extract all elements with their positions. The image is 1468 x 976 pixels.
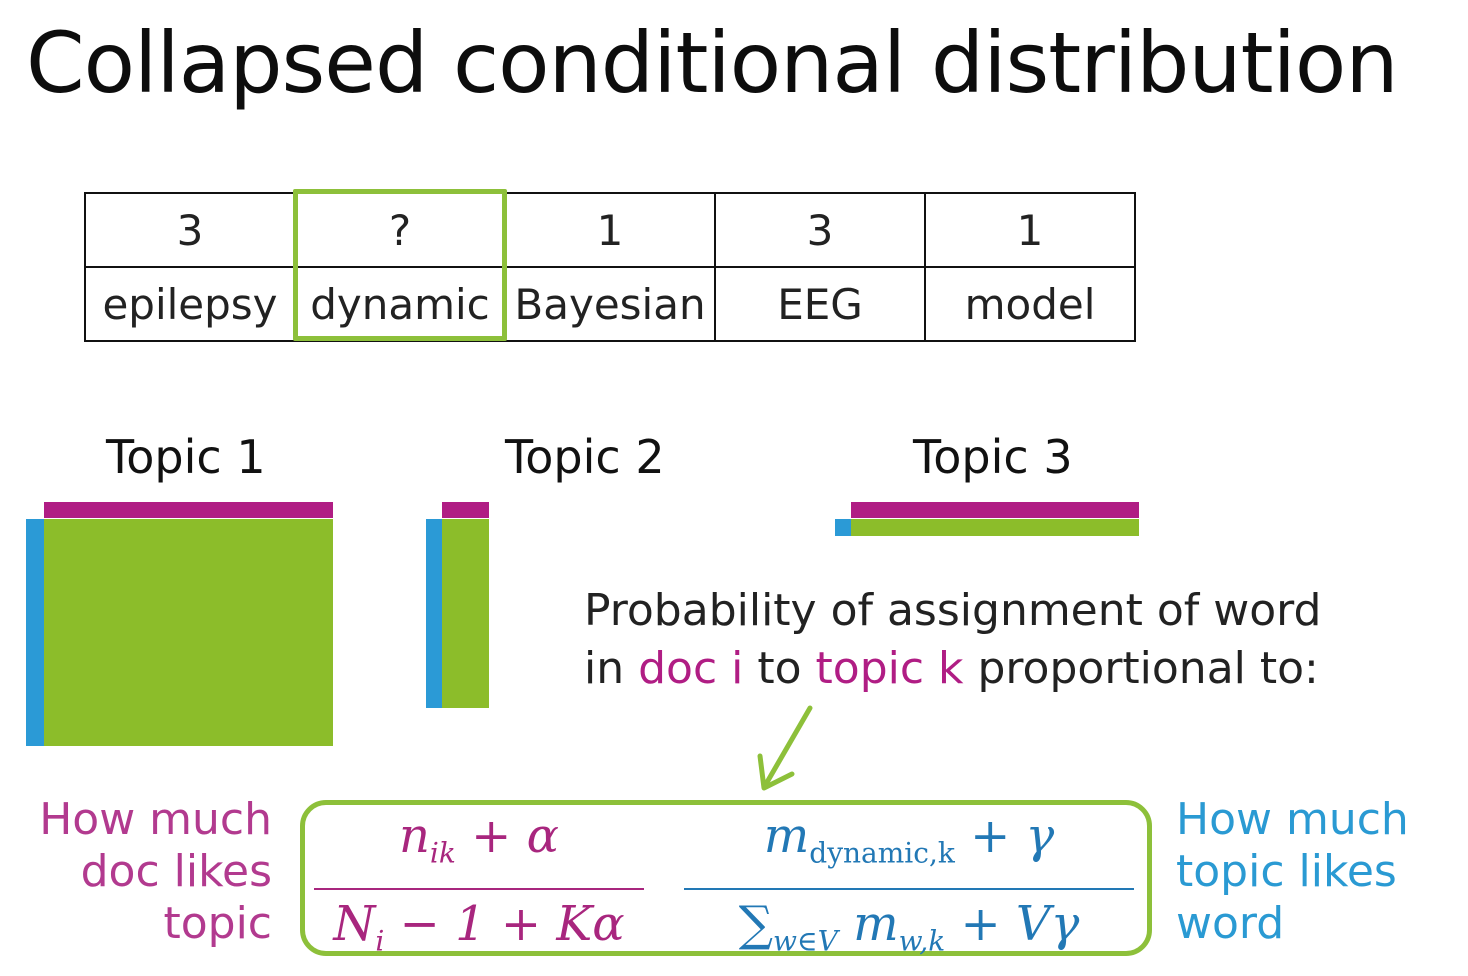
topic-likes-word-label: How much topic likes word (1176, 794, 1456, 950)
topic-word-denominator: ∑w∈V mw,k + Vγ (684, 894, 1134, 972)
probability-description: Probability of assignment of word in doc… (584, 582, 1321, 698)
topic-3-doc-bar (851, 502, 1139, 518)
line2-prefix: in (584, 643, 639, 694)
probability-line-2: in doc i to topic k proportional to: (584, 640, 1321, 698)
topic-3-word-bar (835, 519, 851, 536)
left-label-line: topic (163, 898, 272, 949)
subscript: w∈V (772, 924, 838, 958)
sum-symbol: ∑ (738, 895, 773, 952)
word-row: epilepsy dynamic Bayesian EEG model (84, 266, 1136, 342)
subscript: i (375, 924, 385, 958)
doc-topic-fraction: nik + α Ni − 1 + Kα (314, 806, 644, 971)
doc-topic-numerator: nik + α (314, 806, 644, 884)
assignment-cell: 3 (84, 192, 296, 268)
topic-k-text: topic k (815, 643, 964, 694)
topic-1-label: Topic 1 (106, 430, 266, 484)
subscript: w,k (898, 924, 946, 958)
word-cell: EEG (714, 266, 926, 342)
word-cell: Bayesian (504, 266, 716, 342)
topic-3-product-area (851, 519, 1139, 536)
topic-1-doc-bar (44, 502, 333, 518)
topic-2-product-area (442, 519, 489, 708)
assignment-cell: 1 (924, 192, 1136, 268)
left-label-line: How much (39, 794, 272, 845)
topic-2-word-bar (426, 519, 442, 708)
current-word-highlight (293, 189, 507, 341)
probability-line-1: Probability of assignment of word (584, 585, 1322, 636)
left-label-line: doc likes (80, 846, 272, 897)
assignment-row: 3 ? 1 3 1 (84, 192, 1136, 268)
formula-box (300, 800, 1152, 956)
topic-word-numerator: mdynamic,k + γ (684, 806, 1134, 884)
word-cell: epilepsy (84, 266, 296, 342)
word-cell: model (924, 266, 1136, 342)
fraction-bar (314, 887, 644, 890)
topic-1-word-bar (26, 519, 44, 746)
right-label-line: How much (1176, 794, 1409, 845)
topic-word-fraction: mdynamic,k + γ ∑w∈V mw,k + Vγ (684, 806, 1134, 971)
slide-title: Collapsed conditional distribution (26, 14, 1399, 112)
var: n (399, 808, 430, 864)
fraction-bar (684, 887, 1134, 890)
topic-3-label: Topic 3 (913, 430, 1073, 484)
line2-mid: to (743, 643, 816, 694)
topic-1-product-area (44, 519, 333, 746)
assignment-cell-unknown: ? (294, 192, 506, 268)
doc-i-text: doc i (638, 643, 744, 694)
var: m (837, 895, 899, 952)
term: + α (455, 808, 559, 864)
topic-2-label: Topic 2 (505, 430, 665, 484)
line2-suffix: proportional to: (963, 643, 1319, 694)
subscript: ik (429, 836, 456, 870)
topic-2-doc-bar (442, 502, 489, 518)
doc-likes-topic-label: How much doc likes topic (18, 794, 272, 950)
term: + γ (954, 808, 1055, 864)
var: m (763, 808, 810, 864)
right-label-line: word (1176, 898, 1285, 949)
doc-topic-denominator: Ni − 1 + Kα (314, 894, 644, 972)
word-assignment-table: 3 ? 1 3 1 epilepsy dynamic Bayesian EEG … (84, 192, 1136, 342)
subscript: dynamic,k (809, 836, 955, 870)
arrow-icon (757, 705, 813, 791)
term: − 1 + Kα (384, 895, 625, 952)
var: N (333, 895, 376, 952)
word-cell-highlighted: dynamic (294, 266, 506, 342)
assignment-cell: 3 (714, 192, 926, 268)
term: + Vγ (945, 895, 1080, 952)
assignment-cell: 1 (504, 192, 716, 268)
right-label-line: topic likes (1176, 846, 1397, 897)
